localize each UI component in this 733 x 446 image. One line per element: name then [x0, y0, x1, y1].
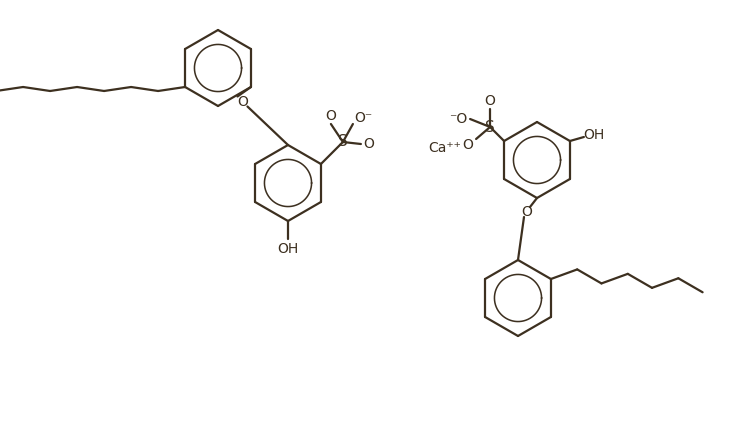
Text: S: S — [338, 135, 347, 149]
Text: O⁻: O⁻ — [354, 111, 372, 125]
Text: O: O — [522, 205, 532, 219]
Text: Ca⁺⁺: Ca⁺⁺ — [429, 141, 462, 155]
Text: O: O — [463, 138, 474, 152]
Text: OH: OH — [277, 242, 298, 256]
Text: ⁻O: ⁻O — [449, 112, 467, 126]
Text: O: O — [325, 109, 336, 123]
Text: OH: OH — [583, 128, 605, 142]
Text: O: O — [485, 94, 496, 108]
Text: O: O — [364, 137, 375, 151]
Text: S: S — [485, 120, 495, 135]
Text: O: O — [237, 95, 248, 108]
